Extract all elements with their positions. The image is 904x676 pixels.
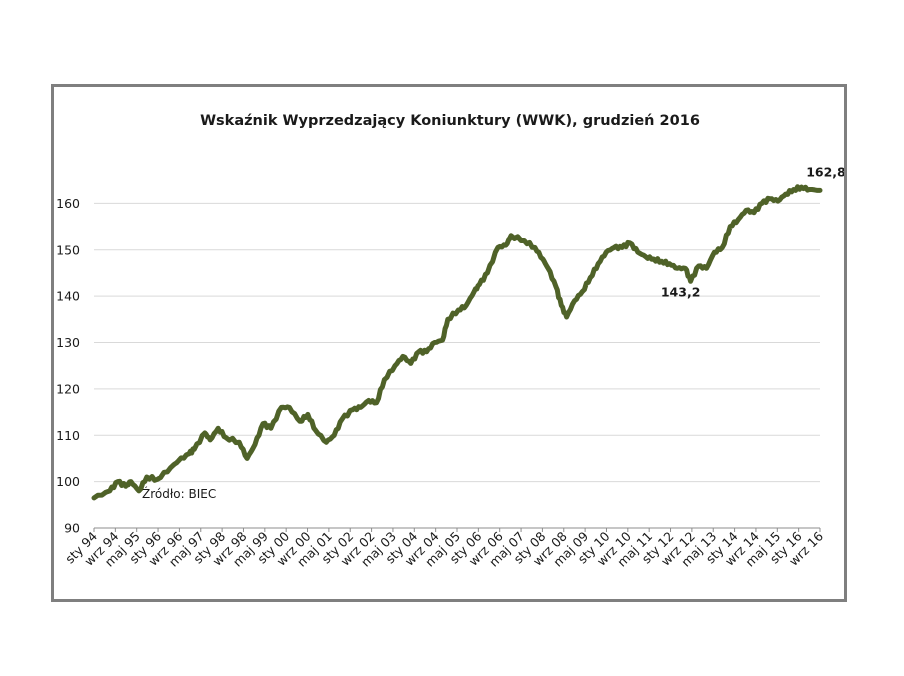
y-tick-label: 110 — [56, 428, 80, 443]
line-chart: Wskaźnik Wyprzedzający Koniunktury (WWK)… — [56, 113, 844, 570]
wwk-series-line — [91, 184, 823, 501]
y-axis-ticks: 90 100 110 120 130 140 150 160 — [56, 196, 80, 536]
y-tick-label: 130 — [56, 335, 80, 350]
y-tick-label: 150 — [56, 242, 80, 257]
y-tick-label: 140 — [56, 289, 80, 304]
annotations: 162,8 143,2 — [661, 164, 844, 299]
chart-title: Wskaźnik Wyprzedzający Koniunktury (WWK)… — [200, 113, 700, 129]
page-heading-cropped — [0, 0, 904, 4]
chart-frame: Wskaźnik Wyprzedzający Koniunktury (WWK)… — [51, 84, 847, 602]
y-tick-label: 100 — [56, 474, 80, 489]
y-tick-label: 120 — [56, 381, 80, 396]
source-note: Źródło: BIEC — [142, 486, 216, 501]
value-annotation: 162,8 — [806, 164, 844, 179]
value-annotation: 143,2 — [661, 284, 701, 299]
y-tick-label: 160 — [56, 196, 80, 211]
y-tick-label: 90 — [64, 521, 80, 536]
